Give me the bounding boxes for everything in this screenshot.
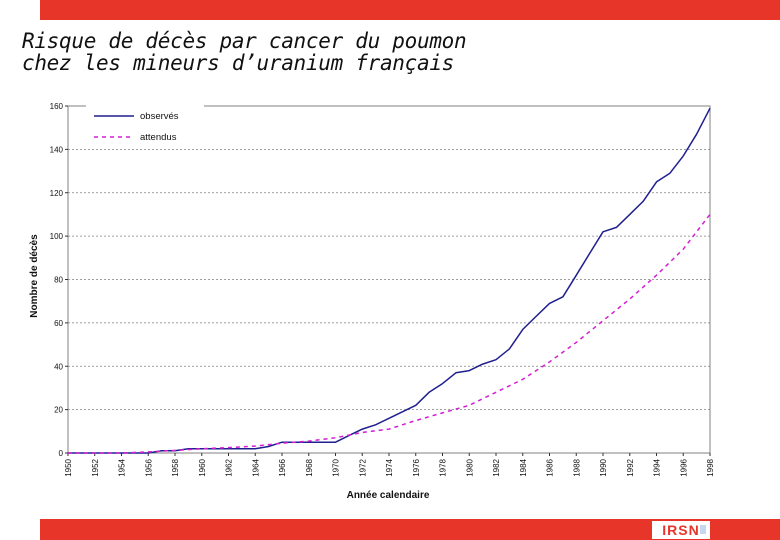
y-tick-label: 60 [54, 319, 63, 328]
x-tick-label: 1998 [706, 458, 715, 476]
x-tick-label: 1992 [626, 458, 635, 476]
y-tick-label: 80 [54, 276, 63, 285]
x-axis-label: Année calendaire [347, 490, 430, 501]
bottom-accent-bar [40, 519, 780, 540]
y-tick-label: 0 [59, 449, 64, 458]
y-tick-label: 140 [50, 145, 64, 154]
slide-title-line-2: chez les mineurs d’uranium français [22, 51, 455, 75]
series-layer [68, 107, 711, 454]
x-tick-label: 1974 [385, 458, 394, 476]
x-tick-label: 1978 [439, 458, 448, 476]
x-tick-label: 1962 [225, 458, 234, 476]
x-tick-label: 1954 [118, 458, 127, 476]
x-tick-label: 1986 [546, 458, 555, 476]
legend-observed-label: observés [140, 111, 179, 122]
x-tick-label: 1976 [412, 458, 421, 476]
slide-title: Risque de décès par cancer du poumon che… [22, 29, 467, 75]
legend-expected-label: attendus [140, 132, 177, 143]
observed-deaths-line [68, 107, 711, 454]
logo-mark [700, 525, 706, 534]
x-tick-label: 1982 [492, 458, 501, 476]
x-tick-label: 1952 [91, 458, 100, 476]
irsn-logo: IRSN [652, 521, 710, 539]
y-tick-label: 100 [50, 232, 64, 241]
x-tick-label: 1970 [332, 458, 341, 476]
x-tick-label: 1956 [144, 458, 153, 476]
slide-title-line-1: Risque de décès par cancer du poumon [22, 29, 467, 53]
y-axis-ticks: 0 20 40 60 80 100 120 140 160 [50, 102, 68, 458]
y-tick-label: 160 [50, 102, 64, 111]
x-axis-ticks: 1950 1952 1954 1956 1958 1960 1962 1964 1966 1968… [64, 453, 715, 477]
x-tick-label: 1964 [251, 458, 260, 476]
y-axis-label: Nombre de décès [29, 234, 40, 318]
y-tick-label: 40 [54, 362, 63, 371]
expected-deaths-line [68, 213, 711, 454]
logo-text: IRSN [662, 522, 700, 538]
x-tick-label: 1966 [278, 458, 287, 476]
x-tick-label: 1960 [198, 458, 207, 476]
x-tick-label: 1972 [358, 458, 367, 476]
grid-lines [68, 148, 710, 411]
legend-box [86, 104, 204, 148]
chart-legend: observés attendus [86, 104, 204, 148]
x-tick-label: 1996 [679, 458, 688, 476]
top-accent-bar [40, 0, 780, 20]
x-tick-label: 1950 [64, 458, 73, 476]
x-tick-label: 1958 [171, 458, 180, 476]
y-tick-label: 20 [54, 406, 63, 415]
x-tick-label: 1994 [653, 458, 662, 476]
x-tick-label: 1984 [519, 458, 528, 476]
y-tick-label: 120 [50, 189, 64, 198]
x-tick-label: 1990 [599, 458, 608, 476]
x-tick-label: 1988 [572, 458, 581, 476]
x-tick-label: 1980 [465, 458, 474, 476]
x-tick-label: 1968 [305, 458, 314, 476]
